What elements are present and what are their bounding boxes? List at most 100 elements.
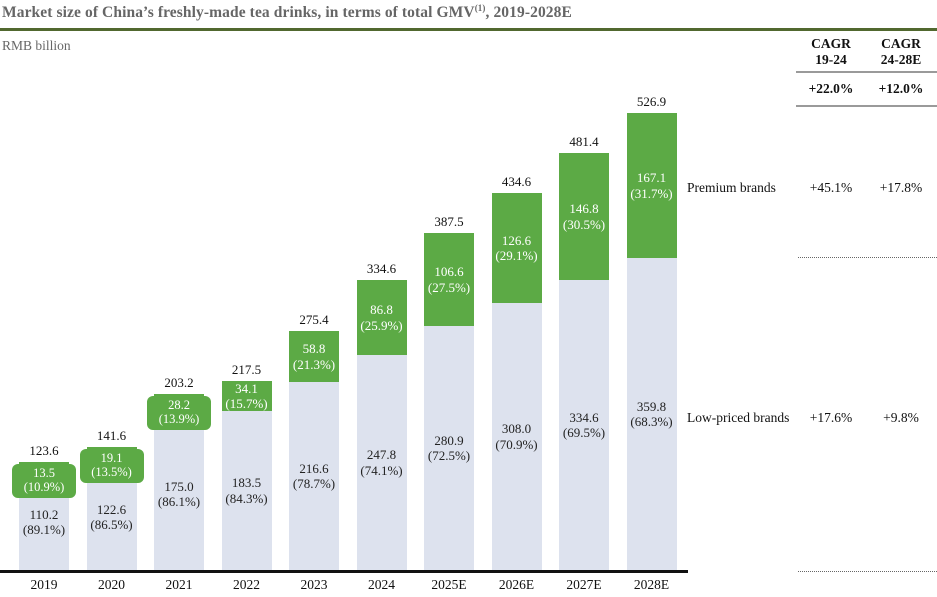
- x-axis-tick-label-2022: 2022: [233, 577, 260, 592]
- low-priced-segment-label: 308.0 (70.9%): [492, 303, 542, 570]
- premium-label-bubble-2019: 13.5 (10.9%): [12, 464, 76, 498]
- segment-share-label: (70.9%): [495, 436, 538, 452]
- bar-segment-premium-2026E: 126.6 (29.1%): [491, 193, 542, 303]
- x-axis-tick-label-2020: 2020: [98, 577, 125, 592]
- bar-segment-low-priced-2021: 175.0 (86.1%): [154, 418, 204, 570]
- premium-segment-label: 58.8 (21.3%): [289, 331, 339, 382]
- bar-segment-low-priced-2028E: 359.8 (68.3%): [626, 258, 677, 570]
- segment-value-label: 86.8: [370, 302, 393, 318]
- bar-segment-premium-2025E: 106.6 (27.5%): [424, 233, 474, 326]
- cagr-header-line1: CAGR: [811, 36, 851, 51]
- bar-segment-low-priced-2024: 247.8 (74.1%): [356, 355, 407, 570]
- bar-segment-premium-2023: 58.8 (21.3%): [289, 331, 339, 382]
- segment-value-label: 183.5: [231, 475, 262, 491]
- segment-value-label: 280.9: [434, 432, 464, 448]
- segment-share-label: (68.3%): [630, 414, 673, 429]
- x-axis-tick-label-2021: 2021: [165, 577, 193, 592]
- low-priced-segment-label: 183.5 (84.3%): [222, 411, 272, 570]
- premium-segment-label: 106.6 (27.5%): [424, 233, 474, 326]
- bar-segment-low-priced-2026E: 308.0 (70.9%): [491, 303, 542, 570]
- x-axis-tick-label-2019: 2019: [30, 577, 58, 592]
- cagr-header-line2: 19-24: [815, 51, 847, 67]
- segment-share-label: (15.7%): [225, 396, 268, 411]
- segment-value-label: 122.6: [96, 501, 127, 517]
- cagr-premium-24-28e: +17.8%: [879, 180, 923, 195]
- x-axis-tick-label-2028E: 2028E: [633, 577, 670, 592]
- bar-segment-low-priced-2022: 183.5 (84.3%): [221, 411, 272, 570]
- segment-share-label: (89.1%): [22, 522, 66, 537]
- series-label-low-priced-brands: Low-priced brands: [687, 410, 790, 425]
- segment-share-label: (30.5%): [562, 216, 606, 232]
- bar-total-label: 275.4: [299, 312, 329, 327]
- premium-segment-label: 126.6 (29.1%): [492, 193, 542, 303]
- segment-share-label: (69.5%): [562, 425, 606, 440]
- segment-value-label: 146.8: [569, 201, 599, 217]
- premium-segment-label: 86.8 (25.9%): [357, 280, 407, 355]
- segment-share-label: (31.7%): [630, 185, 673, 201]
- bar-segment-premium-2027E: 146.8 (30.5%): [559, 153, 609, 280]
- segment-share-label: (25.9%): [360, 317, 403, 333]
- segment-share-label: (72.5%): [427, 448, 471, 463]
- cagr-header-line1: CAGR: [881, 36, 921, 51]
- x-axis-tick-label-2027E: 2027E: [566, 577, 602, 592]
- bar-total-label: 434.6: [501, 174, 532, 189]
- premium-segment-label: 34.1 (15.7%): [222, 381, 272, 411]
- segment-share-label: (84.3%): [225, 490, 268, 506]
- low-priced-segment-label: 334.6 (69.5%): [559, 280, 609, 570]
- low-priced-segment-label: 216.6 (78.7%): [289, 382, 339, 570]
- cagr-low-priced-19-24: +17.6%: [809, 410, 853, 425]
- cagr-low-priced-24-28e: +9.8%: [883, 410, 919, 425]
- bar-total-label: 123.6: [29, 443, 59, 458]
- segment-value-label: 167.1: [636, 170, 667, 186]
- segment-value-label: 247.8: [366, 447, 397, 463]
- segment-value-label: 19.1: [100, 451, 123, 465]
- segment-share-label: (10.9%): [23, 480, 65, 495]
- premium-label-bubble-2021: 28.2 (13.9%): [147, 396, 211, 430]
- x-axis-line: [0, 570, 688, 573]
- page-title: Market size of China’s freshly-made tea …: [2, 3, 902, 22]
- bar-segment-premium-2028E: 167.1 (31.7%): [626, 113, 677, 258]
- premium-segment-label: 146.8 (30.5%): [559, 153, 609, 280]
- title-underline: [0, 28, 937, 31]
- premium-label-bubble-2020: 19.1 (13.5%): [79, 449, 144, 483]
- segment-share-label: (21.3%): [292, 356, 336, 372]
- segment-share-label: (27.5%): [427, 279, 471, 295]
- bar-total-label: 217.5: [231, 362, 262, 377]
- segment-value-label: 175.0: [164, 478, 194, 494]
- bar-segment-premium-2024: 86.8 (25.9%): [356, 280, 407, 355]
- baseline-dotted-line: [798, 571, 937, 572]
- cagr-header-line2: 24-28E: [880, 51, 922, 67]
- bar-segment-low-priced-2025E: 280.9 (72.5%): [424, 326, 474, 570]
- x-axis-tick-label-2025E: 2025E: [431, 577, 467, 592]
- segment-value-label: 34.1: [235, 380, 258, 396]
- bar-total-label: 141.6: [96, 428, 127, 443]
- low-priced-segment-label: 110.2 (89.1%): [19, 474, 69, 570]
- segment-value-label: 110.2: [29, 506, 59, 522]
- segment-value-label: 308.0: [501, 421, 532, 437]
- cagr-total-19-24: +22.0%: [808, 81, 854, 96]
- series-label-premium-brands: Premium brands: [687, 180, 776, 195]
- page-title-suffix: , 2019-2028E: [485, 4, 572, 22]
- segment-value-label: 216.6: [299, 460, 329, 476]
- cagr-header-19-24: CAGR 19-24: [795, 36, 867, 68]
- low-priced-segment-label: 280.9 (72.5%): [424, 326, 474, 570]
- x-axis-tick-label-2024: 2024: [368, 577, 395, 592]
- segment-share-label: (74.1%): [360, 462, 403, 478]
- segment-share-label: (78.7%): [292, 476, 336, 491]
- bar-plot: 123.6 110.2 (89.1%) 13.5 (10.9%) 2019 141.6 122…: [0, 60, 700, 597]
- segment-value-label: 106.6: [434, 264, 464, 280]
- cagr-header-24-28e: CAGR 24-28E: [865, 36, 937, 68]
- bar-total-label: 203.2: [164, 375, 194, 390]
- segment-divider-dotted-line: [798, 257, 937, 258]
- segment-share-label: (86.5%): [90, 517, 133, 532]
- segment-value-label: 334.6: [569, 409, 599, 425]
- cagr-total-rule: [796, 105, 937, 107]
- title-footnote-marker: (1): [474, 3, 486, 13]
- bar-total-label: 387.5: [434, 214, 464, 229]
- segment-value-label: 58.8: [302, 341, 326, 357]
- bar-total-label: 334.6: [366, 261, 397, 276]
- bar-total-label: 526.9: [636, 94, 667, 109]
- low-priced-segment-label: 247.8 (74.1%): [357, 355, 407, 570]
- segment-value-label: 359.8: [636, 398, 667, 414]
- cagr-premium-19-24: +45.1%: [809, 180, 853, 195]
